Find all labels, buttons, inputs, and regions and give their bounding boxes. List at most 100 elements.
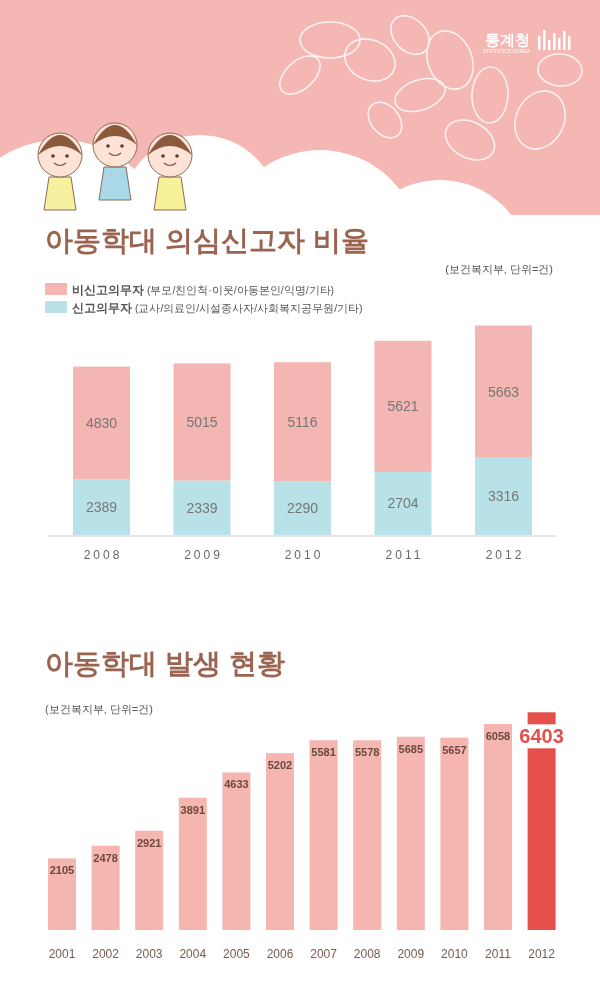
chart-subtitle: (보건복지부, 단위=건) — [445, 263, 553, 275]
legend-label-head: 비신고의무자 — [72, 283, 144, 297]
chart-subtitle: (보건복지부, 단위=건) — [45, 703, 153, 715]
scribble — [537, 53, 583, 88]
scribble — [300, 22, 360, 58]
page: 통계청STATISTICS KOREA아동학대 의심신고자 비율(보건복지부, … — [0, 0, 600, 995]
chart-suspect-reporters: 아동학대 의심신고자 비율(보건복지부, 단위=건)비신고의무자 (부모/친인척… — [45, 225, 556, 562]
chart-title: 아동학대 발생 현황 — [45, 648, 285, 679]
x-tick-label: 2003 — [136, 947, 163, 961]
x-tick-label: 2011 — [485, 947, 511, 961]
data-label: 2478 — [93, 852, 117, 864]
data-label: 3316 — [488, 488, 519, 504]
x-tick-label: 2002 — [92, 947, 119, 961]
logo-bar — [553, 33, 556, 50]
x-tick-label: 2005 — [223, 947, 250, 961]
bar — [353, 740, 381, 930]
data-label: 2105 — [50, 864, 74, 876]
legend-label-detail: (교사/의료인/시설종사자/사회복지공무원/기타) — [132, 302, 363, 314]
x-tick-label: 2009 — [397, 947, 424, 961]
data-labels: 2389483023395015229051162704562133165663 — [86, 384, 519, 517]
kid-eye — [51, 154, 55, 158]
data-label: 2290 — [287, 500, 318, 516]
bar-segment — [174, 480, 231, 535]
scribble — [439, 112, 502, 168]
kid-smile — [164, 163, 176, 166]
scribble — [338, 31, 401, 88]
data-label: 2704 — [387, 495, 418, 511]
legend-swatch — [45, 283, 67, 295]
data-label: 5015 — [186, 414, 217, 430]
bar — [48, 858, 76, 930]
bars — [73, 325, 532, 535]
data-label: 4830 — [86, 415, 117, 431]
data-label: 3891 — [181, 804, 205, 816]
data-label: 5116 — [287, 414, 317, 430]
data-label: 5663 — [488, 384, 519, 400]
logo-title: 통계청 — [485, 31, 530, 48]
x-tick-label: 2008 — [354, 947, 381, 961]
kid-head — [148, 133, 192, 177]
data-label: 6403 — [519, 725, 564, 747]
bar-segment — [375, 472, 432, 535]
kid-head — [93, 123, 137, 167]
kid-head — [38, 133, 82, 177]
logo-bar — [538, 36, 541, 50]
data-label: 5685 — [399, 743, 423, 755]
scribble — [471, 66, 509, 123]
logo-bar — [568, 36, 571, 50]
bar-segment — [73, 367, 130, 480]
legend-label: 신고의무자 (교사/의료인/시설종사자/사회복지공무원/기타) — [72, 301, 363, 315]
data-label: 5578 — [355, 746, 379, 758]
data-label: 5621 — [387, 398, 418, 414]
data-label: 2339 — [186, 500, 217, 516]
kid-smile — [109, 153, 121, 156]
bar — [310, 740, 338, 930]
data-label: 5581 — [311, 746, 335, 758]
x-tick-label: 2007 — [310, 947, 337, 961]
kid-eye — [120, 144, 124, 148]
data-label: 2921 — [137, 837, 161, 849]
bar — [397, 737, 425, 930]
scribble — [506, 83, 575, 158]
kid-eye — [161, 154, 165, 158]
legend-swatch — [45, 301, 67, 313]
kid-hair — [93, 125, 137, 145]
x-tick-label: 2012 — [528, 947, 555, 961]
scribbles — [273, 8, 583, 168]
bar-segment — [73, 479, 130, 535]
bar — [92, 846, 120, 930]
kid-hair — [148, 135, 192, 155]
chart-abuse-cases: 아동학대 발생 현황 (보건복지부, 단위=건) 2105 2478 2921 3891 4… — [45, 648, 568, 961]
x-axis — [48, 536, 556, 537]
legend-label: 비신고의무자 (부모/친인척·이웃/아동본인/익명/기타) — [72, 283, 334, 297]
x-tick-label: 2012 — [486, 548, 525, 562]
kid-hair — [38, 135, 82, 155]
data-label: 4633 — [224, 778, 248, 790]
x-tick-label: 2011 — [386, 548, 424, 562]
kid-body — [154, 177, 186, 210]
scribble — [361, 96, 408, 145]
bar — [179, 798, 207, 930]
x-tick-label: 2008 — [84, 548, 123, 562]
data-label: 5202 — [268, 759, 292, 771]
kid-smile — [54, 163, 66, 166]
bar-segment — [375, 341, 432, 472]
kid-eye — [65, 154, 69, 158]
x-tick-label: 2004 — [179, 947, 206, 961]
bar-segment — [274, 362, 331, 481]
bar-segment — [475, 325, 532, 457]
x-tick-label: 2006 — [267, 947, 294, 961]
bar-segment — [274, 482, 331, 535]
scribble — [273, 49, 327, 102]
label-patch — [516, 724, 568, 748]
scribble — [383, 8, 437, 62]
logo-bar — [543, 30, 546, 50]
legend-label-head: 신고의무자 — [72, 301, 132, 315]
x-tick-label: 2001 — [49, 947, 76, 961]
bar-segment — [475, 458, 532, 535]
x-tick-label: 2010 — [441, 947, 468, 961]
scribble — [391, 72, 450, 117]
bar — [222, 772, 250, 930]
bar — [484, 724, 512, 930]
bar — [440, 738, 468, 930]
kids-illustration — [38, 123, 192, 210]
